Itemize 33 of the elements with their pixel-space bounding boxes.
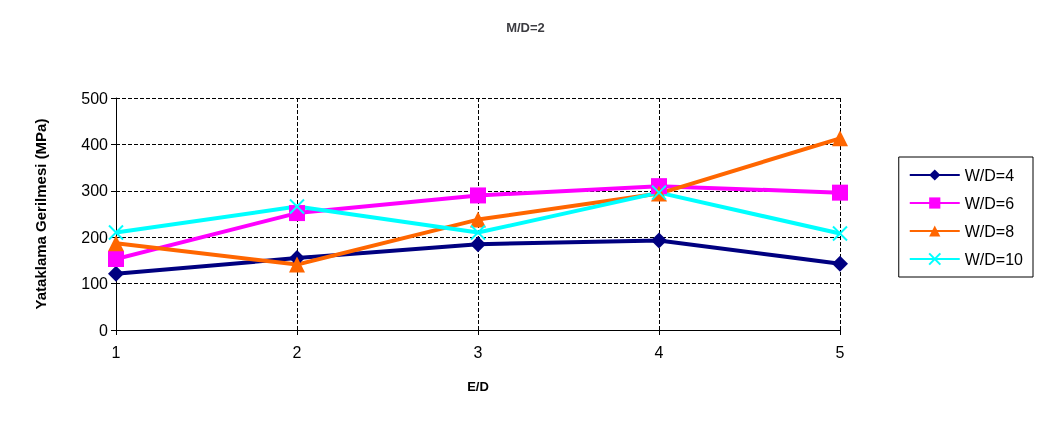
point	[651, 232, 667, 249]
x-tick-label: 4	[654, 343, 664, 361]
point	[470, 211, 486, 228]
x-tick-label: 1	[111, 343, 121, 361]
legend-label: W/D=10	[964, 250, 1024, 268]
point	[108, 265, 124, 282]
legend-label: W/D=6	[964, 194, 1015, 212]
x-axis-title: E/D	[467, 379, 489, 394]
point	[289, 256, 305, 273]
y-tick-label: 300	[81, 182, 109, 200]
x-tick-label: 3	[473, 343, 483, 361]
chart-title: M/D=2	[506, 20, 545, 35]
point	[470, 224, 486, 241]
y-tick-label: 500	[81, 89, 109, 107]
x-tick-label: 5	[835, 343, 845, 361]
y-axis-title: Yataklama Gerilmesi (MPa)	[32, 118, 49, 310]
x-tick-label: 2	[292, 343, 302, 361]
point	[832, 130, 848, 147]
point	[108, 251, 124, 268]
point	[832, 225, 848, 242]
y-tick-label: 0	[99, 321, 109, 339]
point	[108, 224, 124, 241]
legend-label: W/D=8	[964, 222, 1015, 240]
point	[470, 236, 486, 253]
legend-label: W/D=4	[964, 166, 1015, 184]
point	[832, 255, 848, 272]
y-tick-label: 100	[81, 275, 109, 293]
y-tick-label: 400	[81, 135, 109, 153]
y-tick-label: 200	[81, 228, 109, 246]
point	[832, 184, 848, 201]
point	[108, 235, 124, 252]
point	[289, 198, 305, 215]
point	[470, 187, 486, 204]
